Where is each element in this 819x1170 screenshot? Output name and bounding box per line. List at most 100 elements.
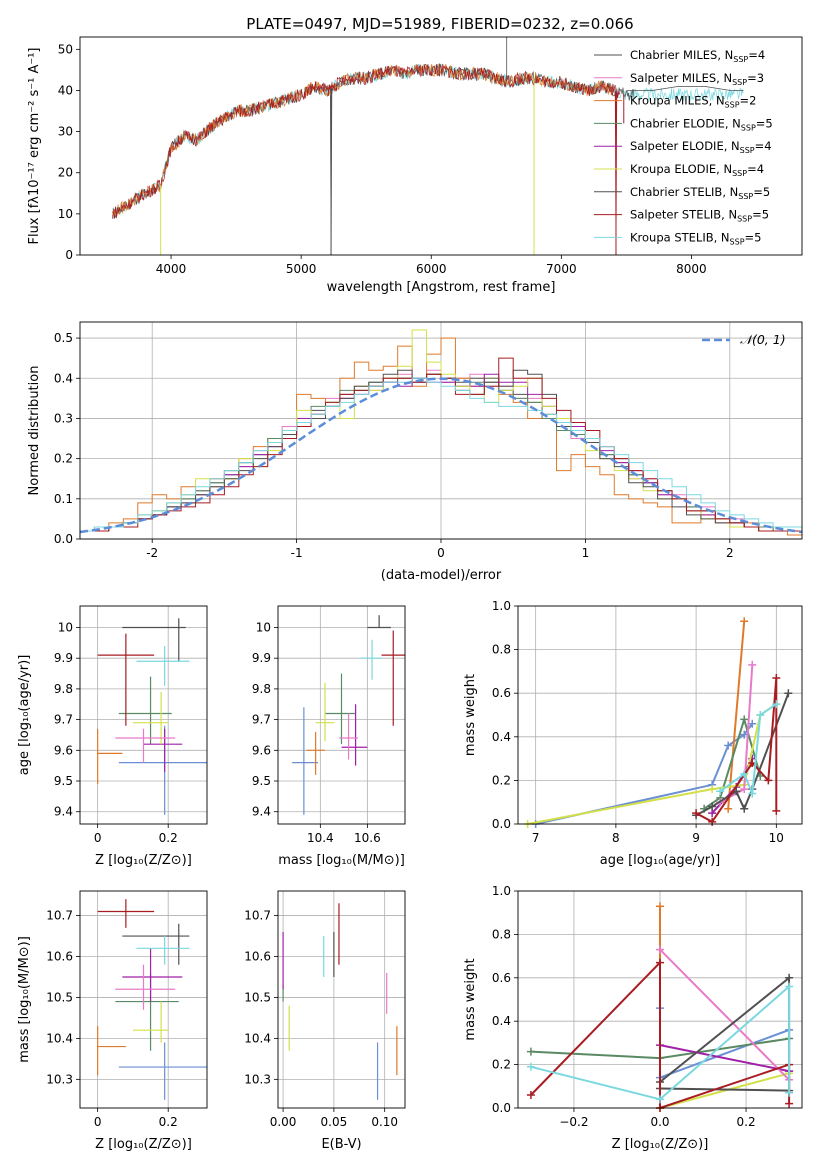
x-tick-label: 8: [612, 831, 620, 845]
panel-z-mass: 0 0.2 10.3 10.4 10.5 10.6 10.7 Z [log₁₀(Z/Z⊙)] m…: [17, 890, 208, 1152]
weight-marker: [785, 982, 794, 991]
weight-line: [695, 677, 778, 824]
y-tick-label: 9.7: [54, 713, 73, 727]
axes-frame: [79, 321, 803, 540]
x-tick-label: 1: [582, 546, 590, 560]
y-tick-label: 0.0: [492, 1101, 511, 1115]
legend-label-subscript: SSP: [737, 215, 752, 224]
spectrum-red-tail: [626, 85, 744, 91]
y-tick-label: 0.1: [54, 492, 73, 506]
y-tick-label: 10.5: [244, 990, 271, 1004]
x-axis-label: mass [log₁₀(M/M⊙)]: [278, 853, 405, 868]
y-tick-label: 1.0: [492, 599, 511, 613]
x-tick-label: 6000: [416, 262, 447, 276]
weight-marker: [724, 741, 733, 750]
y-tick-label: 10: [256, 620, 271, 634]
weight-marker: [785, 1088, 794, 1097]
weight-marker: [748, 719, 757, 728]
axes-frame: [277, 605, 406, 825]
legend-label-subscript: SSP: [732, 78, 747, 87]
y-axis-label: Normed distribution: [27, 366, 42, 496]
x-tick-label: 10.4: [307, 831, 334, 845]
x-axis-label: Z [log₁₀(Z/Z⊙)]: [612, 1137, 709, 1152]
x-tick-label: 0.0: [650, 1115, 669, 1129]
legend-label-subscript: SSP: [733, 55, 748, 64]
weight-line: [659, 975, 791, 1092]
weight-line: [659, 1072, 790, 1109]
normal-curve: [79, 377, 803, 534]
y-tick-label: 9.8: [54, 682, 73, 696]
y-tick-label: 0.4: [492, 1014, 511, 1028]
x-tick-label: 0: [437, 546, 445, 560]
x-tick-label: 4000: [156, 262, 187, 276]
weight-marker: [740, 617, 749, 626]
legend-label-count: =5: [745, 230, 762, 244]
y-tick-label: 0.0: [54, 532, 73, 546]
legend-label: Salpeter MILES, NSSP=3: [630, 71, 764, 87]
weight-line: [530, 984, 791, 1101]
x-tick-label: 0.00: [270, 1115, 297, 1129]
weight-marker: [772, 673, 781, 682]
legend-label-text: Kroupa MILES, N: [630, 94, 725, 108]
y-tick-label: 9.9: [54, 651, 73, 665]
weight-marker: [716, 787, 725, 796]
legend-label-count: =5: [756, 116, 773, 130]
x-tick-label: 0.05: [321, 1115, 348, 1129]
legend-label-text: Kroupa STELIB, N: [630, 230, 730, 244]
y-axis-label: mass weight: [463, 958, 478, 1040]
legend-label-count: =2: [740, 94, 757, 108]
y-tick-label: 10.3: [46, 1072, 73, 1086]
y-tick-label: 10.5: [46, 990, 73, 1004]
figure-title: PLATE=0497, MJD=51989, FIBERID=0232, z=0…: [246, 15, 633, 33]
y-tick-label: 10.6: [46, 950, 73, 964]
x-tick-label: 2: [726, 546, 734, 560]
legend-label-text: Salpeter ELODIE, N: [630, 139, 740, 153]
histogram-series: [79, 329, 802, 539]
legend-label-count: =5: [753, 185, 770, 199]
panel-mass-age: 10.4 10.6 9.4 9.5 9.6 9.7 9.8 9.9 10 mass [log₁₀(…: [252, 605, 406, 868]
legend-label-subscript: SSP: [732, 169, 747, 178]
axes-frame: [517, 890, 803, 1109]
y-axis-label: Flux [fλ10⁻¹⁷ erg cm⁻² s⁻¹ A⁻¹]: [27, 48, 42, 245]
weight-marker: [656, 902, 664, 911]
weight-marker: [740, 715, 749, 724]
y-tick-label: 9.7: [252, 713, 271, 727]
y-tick-label: 0.6: [492, 686, 511, 700]
histogram-series: [79, 377, 802, 539]
x-axis-label: age [log₁₀(age/yr)]: [600, 853, 721, 868]
legend-label: Kroupa MILES, NSSP=2: [630, 94, 756, 110]
legend-label: Salpeter ELODIE, NSSP=4: [630, 139, 772, 155]
legend-label-count: =4: [755, 139, 772, 153]
y-tick-label: 10.4: [46, 1031, 73, 1045]
legend-label-subscript: SSP: [725, 101, 740, 110]
legend-label-text: Chabrier ELODIE, N: [630, 116, 741, 130]
y-tick-label: 20: [58, 166, 73, 180]
legend-label-count: =4: [748, 48, 765, 62]
legend-label: Salpeter STELIB, NSSP=5: [630, 208, 769, 224]
x-tick-label: 0.2: [159, 1115, 178, 1129]
spectrum-lines: [112, 37, 744, 255]
weight-marker: [526, 1062, 535, 1071]
y-tick-label: 9.4: [252, 805, 271, 819]
weight-marker: [708, 785, 717, 794]
weight-marker: [724, 804, 733, 813]
panel-z-age: 0 0.2 9.4 9.5 9.6 9.7 9.8 9.9 10 Z [log₁₀(Z/Z⊙)] a…: [17, 605, 208, 868]
weight-marker: [708, 817, 717, 826]
x-tick-label: -2: [146, 546, 158, 560]
weight-marker: [656, 1095, 664, 1104]
weight-marker: [748, 789, 757, 798]
y-tick-label: 1.0: [492, 884, 511, 898]
legend-label-subscript: SSP: [741, 123, 756, 132]
y-tick-label: 9.4: [54, 805, 73, 819]
legend-label-subscript: SSP: [740, 146, 755, 155]
y-tick-label: 10: [58, 620, 73, 634]
spectrum-series: [112, 63, 635, 255]
x-tick-label: -1: [291, 546, 303, 560]
x-tick-label: 0.2: [737, 1115, 756, 1129]
axes-frame: [79, 890, 208, 1109]
panel-spectrum: 4000 5000 6000 7000 8000 0 10 20 30 40 50 wavelengt…: [27, 36, 803, 295]
y-tick-label: 0.2: [492, 773, 511, 787]
axes-frame: [277, 890, 406, 1109]
x-axis-label: (data-model)/error: [381, 568, 502, 583]
y-tick-label: 0.6: [492, 971, 511, 985]
